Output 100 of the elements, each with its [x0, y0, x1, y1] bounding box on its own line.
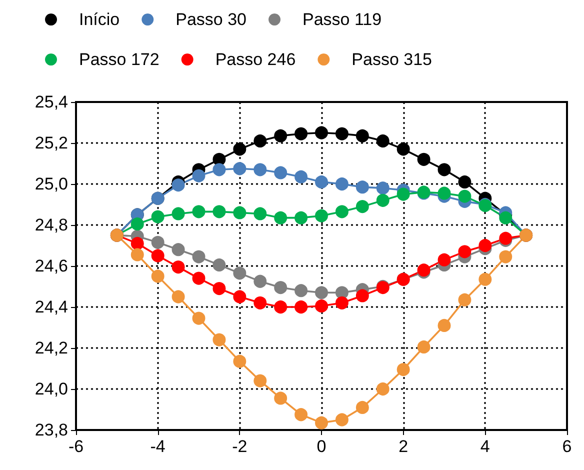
point — [396, 188, 410, 201]
point — [499, 211, 512, 224]
point — [438, 186, 451, 200]
point — [130, 236, 144, 250]
point — [294, 127, 308, 140]
y-tick-label: 24,4 — [34, 298, 68, 316]
y-tick-label: 24,2 — [34, 338, 68, 358]
point — [294, 300, 308, 314]
point — [172, 243, 185, 256]
point — [192, 169, 206, 182]
point — [254, 274, 267, 288]
x-tick-label: 6 — [562, 437, 572, 456]
point — [376, 382, 390, 396]
legend-label: Início — [79, 10, 120, 29]
point — [396, 142, 410, 156]
point — [376, 194, 390, 207]
point — [254, 134, 267, 148]
y-tick-label: 24,6 — [34, 256, 68, 276]
point — [356, 400, 369, 414]
point — [438, 318, 451, 332]
point — [376, 182, 390, 195]
point — [315, 126, 328, 140]
point — [335, 127, 348, 140]
point — [212, 205, 226, 218]
point — [315, 299, 328, 312]
point — [478, 272, 492, 286]
point — [274, 166, 288, 180]
point — [254, 163, 267, 176]
point — [396, 363, 410, 376]
point — [274, 300, 288, 314]
point — [274, 129, 288, 142]
y-tick-label: 23,8 — [34, 420, 68, 440]
point — [151, 210, 164, 224]
point — [417, 152, 430, 166]
point — [172, 178, 185, 192]
point — [458, 175, 472, 188]
point — [458, 190, 472, 203]
point — [294, 170, 308, 184]
point — [356, 200, 369, 214]
legend-label: Passo 246 — [215, 50, 296, 69]
point — [151, 249, 164, 262]
legend-label: Passo 172 — [79, 50, 160, 69]
point — [274, 281, 288, 294]
point — [356, 289, 369, 302]
y-tick-label: 25,2 — [34, 134, 68, 152]
point — [233, 290, 246, 304]
point — [315, 286, 328, 300]
x-tick-label: 2 — [398, 437, 408, 456]
point — [315, 209, 328, 222]
point — [356, 180, 369, 194]
point — [335, 178, 348, 190]
point — [130, 248, 144, 262]
point — [458, 293, 472, 306]
point — [335, 205, 348, 218]
point — [315, 175, 328, 188]
legend-label: Passo 119 — [302, 10, 382, 29]
x-tick-label: 0 — [316, 437, 326, 456]
point — [315, 416, 328, 430]
point — [335, 413, 348, 426]
point — [438, 253, 451, 266]
point — [376, 134, 390, 148]
point — [294, 408, 308, 422]
point — [192, 272, 206, 285]
y-tick-label: 24,8 — [34, 216, 68, 234]
point — [274, 392, 288, 405]
point — [212, 258, 226, 272]
point — [254, 296, 267, 310]
point — [172, 207, 185, 220]
point — [172, 290, 185, 304]
x-tick-label: -4 — [150, 437, 166, 456]
point — [274, 211, 288, 224]
point — [335, 296, 348, 310]
point — [233, 354, 246, 368]
point — [356, 129, 369, 142]
point — [233, 206, 246, 220]
point — [212, 333, 226, 346]
point — [254, 374, 267, 388]
point — [499, 250, 512, 264]
point — [192, 250, 206, 264]
point — [478, 239, 492, 252]
point — [417, 340, 430, 354]
y-tick-label: 25,0 — [34, 174, 68, 194]
point — [212, 282, 226, 296]
point — [172, 260, 185, 274]
point — [294, 211, 308, 224]
legend-label: Passo 315 — [352, 50, 432, 69]
point — [212, 163, 226, 176]
x-tick-label: 4 — [480, 437, 490, 456]
point — [254, 207, 267, 220]
point — [130, 217, 144, 230]
point — [233, 162, 246, 176]
point — [151, 236, 164, 249]
point — [335, 286, 348, 300]
point — [438, 163, 451, 176]
point — [192, 205, 206, 218]
point — [192, 312, 206, 325]
x-tick-label: -2 — [232, 437, 248, 456]
point — [233, 142, 246, 156]
y-tick-label: 25,4 — [34, 92, 68, 112]
point — [233, 266, 246, 280]
